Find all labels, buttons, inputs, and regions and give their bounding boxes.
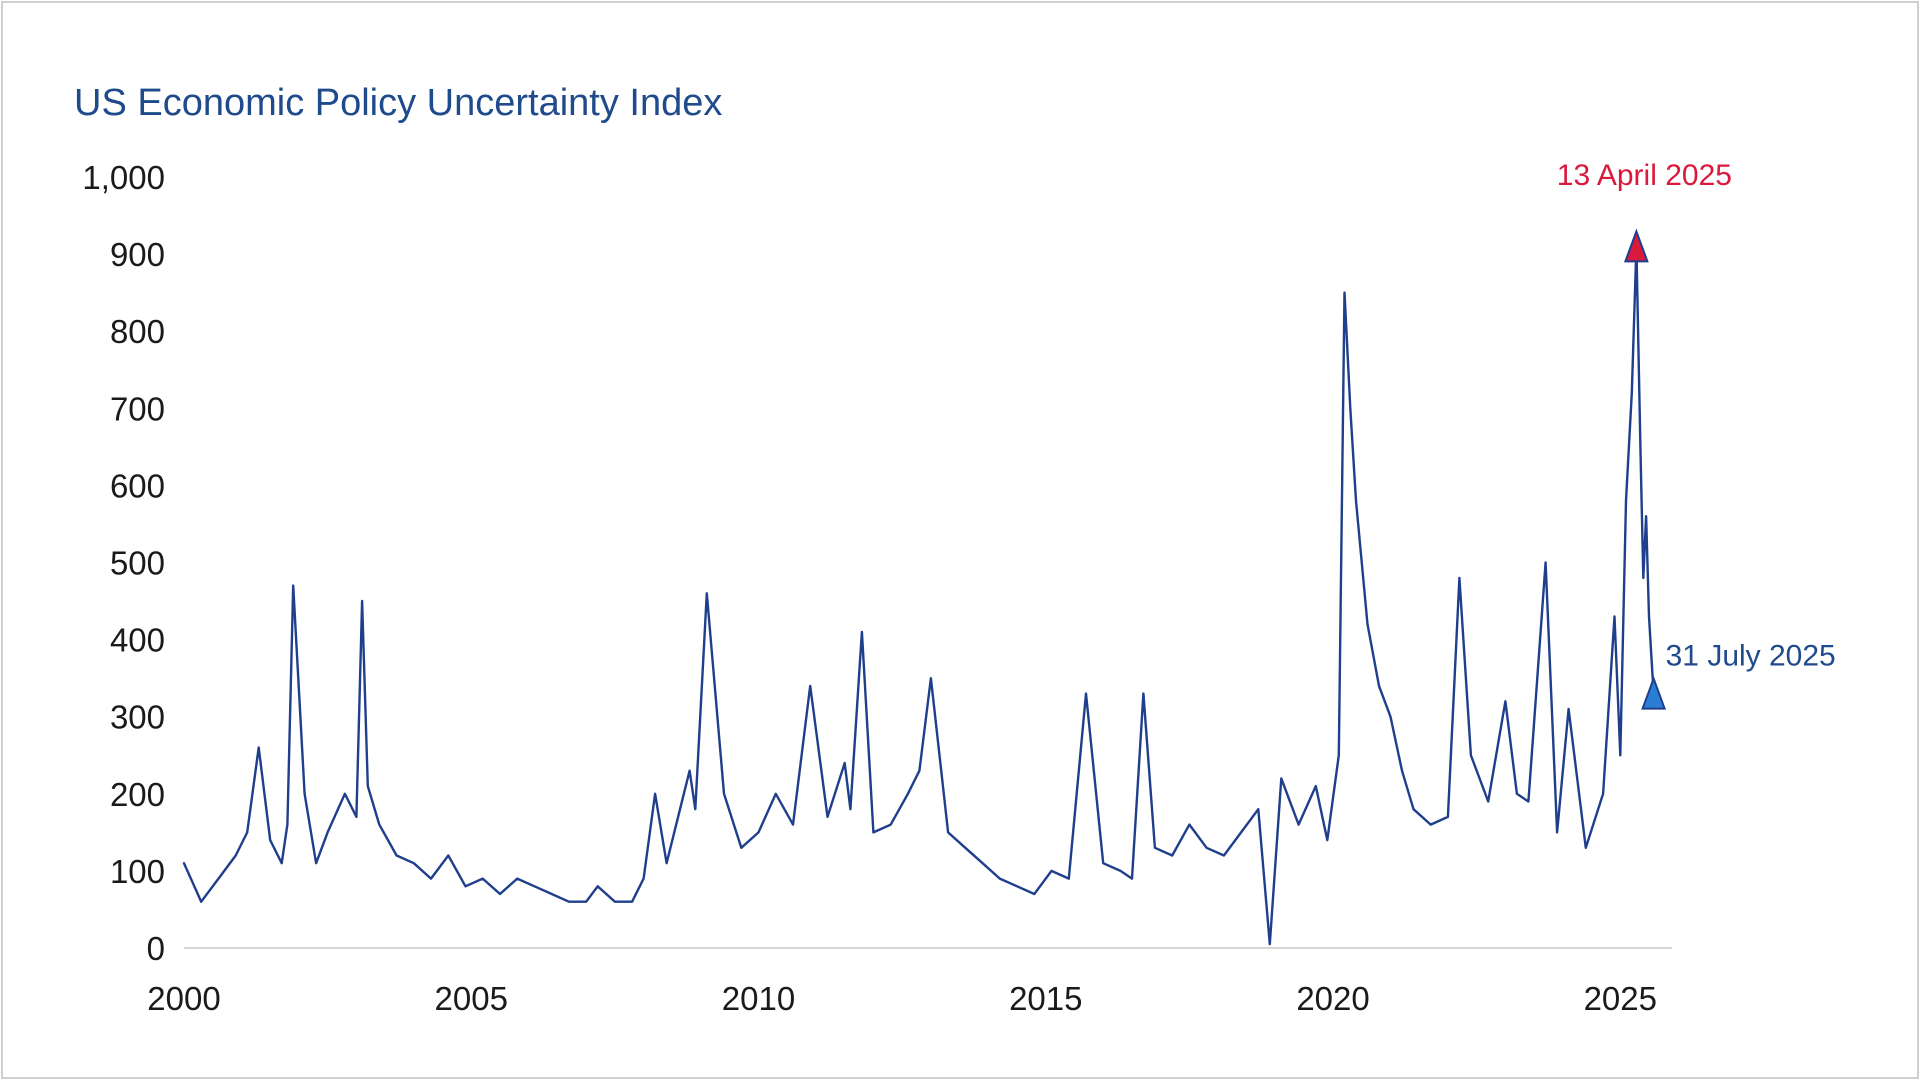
- series-group: [182, 245, 1655, 946]
- annotation-label: 31 July 2025: [1666, 640, 1836, 673]
- x-tick-label: 2025: [1584, 980, 1657, 1017]
- x-axis: 2000 2005 2010 2015 2020 2025: [147, 980, 1657, 1017]
- y-tick-label: 600: [110, 467, 165, 504]
- y-axis: 0 100 200 300 400 500 600 700 800 900 1,000: [82, 159, 165, 967]
- y-tick-label: 900: [110, 236, 165, 273]
- y-tick-label: 100: [110, 853, 165, 890]
- annotation-marker: [1641, 675, 1667, 710]
- y-tick-label: 1,000: [82, 159, 165, 196]
- annotations: 13 April 2025 31 July 2025: [1557, 159, 1836, 710]
- x-tick-label: 2015: [1009, 980, 1082, 1017]
- x-tick-label: 2010: [722, 980, 795, 1017]
- y-tick-label: 0: [147, 930, 165, 967]
- x-tick-label: 2000: [147, 980, 220, 1017]
- x-tick-label: 2020: [1296, 980, 1369, 1017]
- chart-title: US Economic Policy Uncertainty Index: [74, 82, 723, 124]
- y-tick-label: 300: [110, 699, 165, 736]
- series-line: [182, 245, 1655, 946]
- y-tick-label: 500: [110, 545, 165, 582]
- y-tick-label: 700: [110, 390, 165, 427]
- y-tick-label: 800: [110, 313, 165, 350]
- annotation-label: 13 April 2025: [1557, 159, 1732, 192]
- y-tick-label: 200: [110, 776, 165, 813]
- annotation-marker: [1623, 228, 1649, 263]
- y-tick-label: 400: [110, 622, 165, 659]
- x-tick-label: 2005: [435, 980, 508, 1017]
